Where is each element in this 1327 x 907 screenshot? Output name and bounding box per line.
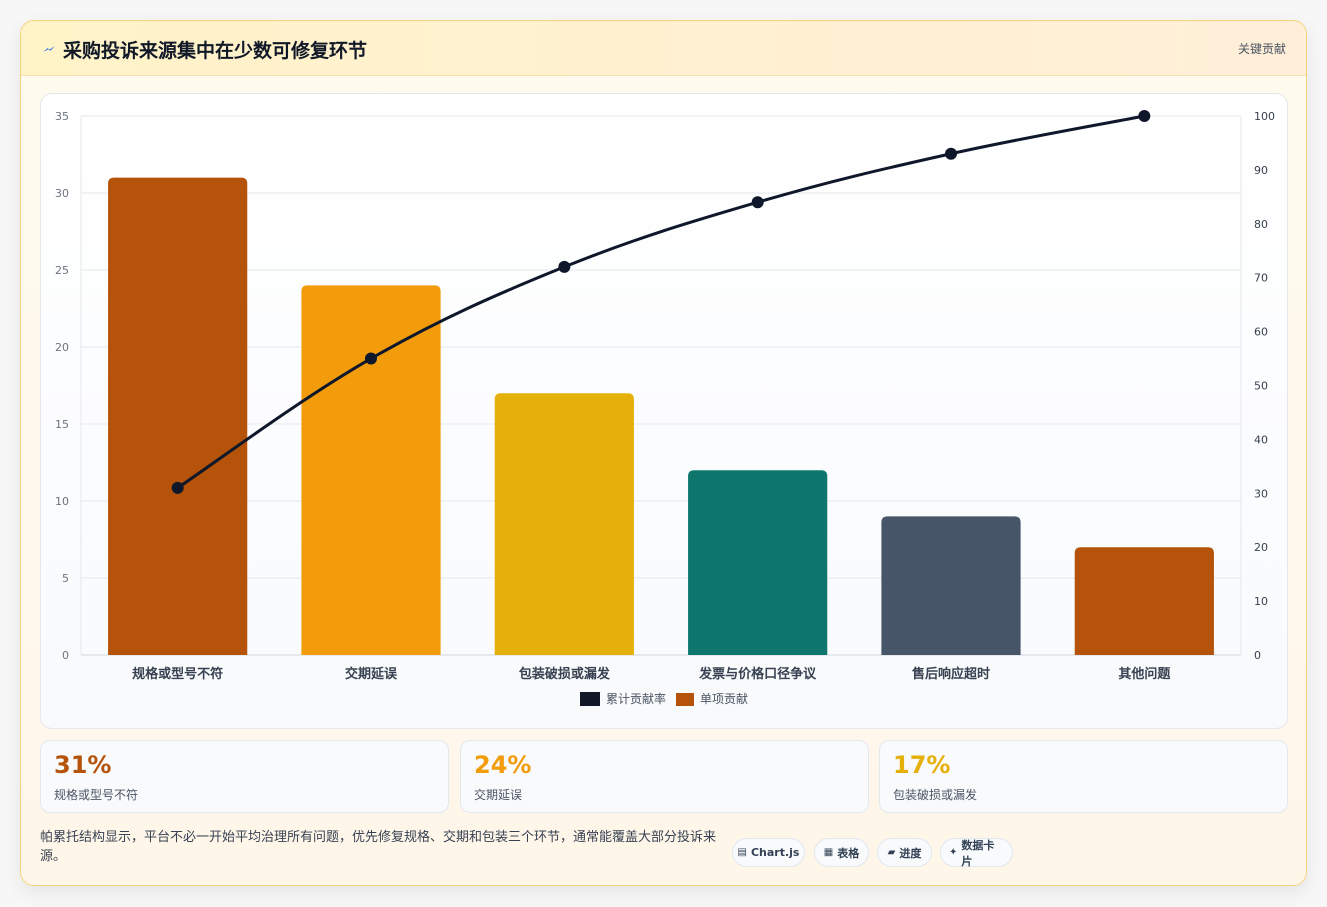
y-tick-label: 35: [55, 110, 69, 123]
bar: [108, 177, 248, 655]
header-tag: 关键贡献: [1237, 42, 1286, 56]
kpi-label: 规格或型号不符: [54, 788, 139, 802]
x-tick-label: 交期延误: [345, 666, 398, 682]
chip-progress[interactable]: ▰ 进度: [877, 838, 932, 867]
x-tick-label: 其他问题: [1118, 666, 1171, 682]
x-tick-label: 规格或型号不符: [132, 666, 223, 682]
kpi-value: 24%: [474, 751, 532, 779]
sparkle-icon: ✦: [949, 847, 958, 858]
y2-tick-label: 20: [1254, 541, 1268, 554]
cumulative-point: [945, 147, 957, 160]
chip-chartjs[interactable]: ▤ Chart.js: [732, 838, 805, 867]
bar: [881, 516, 1021, 655]
cumulative-point: [751, 196, 764, 209]
pareto-chart: 0 5 10 15 20 25 30 35 0 10 20 30 40 50 60 70 80 90 100 规格或型…: [55, 110, 1275, 706]
x-tick-label: 包装破损或漏发: [519, 666, 611, 682]
y2-tick-label: 70: [1254, 272, 1268, 285]
progress-icon: ▰: [887, 847, 896, 858]
bar: [688, 470, 828, 655]
footer-note: 帕累托结构显示，平台不必一开始平均治理所有问题，优先修复规格、交期和包装三个环节…: [40, 830, 717, 864]
y-tick-label: 0: [62, 649, 69, 662]
y2-tick-label: 40: [1254, 433, 1268, 446]
bar: [494, 393, 634, 655]
page-title: 采购投诉来源集中在少数可修复环节: [63, 40, 368, 62]
y-tick-label: 30: [55, 187, 69, 200]
legend-swatch: [580, 692, 600, 706]
y2-tick-label: 50: [1254, 380, 1268, 393]
cumulative-line: [176, 114, 1145, 490]
cumulative-point: [171, 481, 184, 494]
kpi-label: 交期延误: [474, 788, 523, 802]
cumulative-point: [1138, 110, 1151, 122]
chip-label: 进度: [899, 846, 922, 860]
legend-swatch: [676, 693, 694, 706]
kpi-value: 17%: [893, 751, 951, 779]
chip-label: 数据卡片: [961, 838, 995, 868]
bar: [1074, 547, 1214, 655]
chip-table[interactable]: ▦ 表格: [814, 838, 869, 867]
chart-panel: 0 5 10 15 20 25 30 35 0 10 20 30 40 50 60 70 80 90 100 规格或型…: [40, 93, 1288, 729]
cumulative-point: [558, 260, 571, 273]
kpi-label: 包装破损或漏发: [893, 788, 978, 802]
y2-tick-label: 10: [1254, 595, 1268, 608]
legend-label: 累计贡献率: [606, 691, 666, 706]
bar: [301, 285, 441, 655]
y-tick-label: 15: [55, 418, 69, 431]
y-tick-label: 25: [55, 264, 69, 277]
chart-card: 采购投诉来源集中在少数可修复环节 关键贡献 0 5 10 15 20 25 30 35 0 10 2…: [20, 20, 1307, 886]
kpi-card-2: 24% 交期延误: [460, 740, 869, 813]
cumulative-point: [365, 352, 377, 365]
chart-icon: ▤: [737, 847, 747, 858]
y2-tick-label: 60: [1254, 326, 1268, 339]
y-tick-label: 10: [55, 495, 69, 508]
y2-tick-label: 90: [1254, 164, 1268, 177]
y-tick-label: 5: [62, 572, 69, 585]
kpi-card-3: 17% 包装破损或漏发: [879, 740, 1288, 813]
y-tick-label: 20: [55, 341, 69, 354]
lightning-icon: [43, 46, 55, 52]
y2-tick-label: 80: [1254, 218, 1268, 231]
card-header: 采购投诉来源集中在少数可修复环节 关键贡献: [21, 21, 1306, 76]
chip-datacard[interactable]: ✦ 数据卡片: [940, 838, 1013, 868]
kpi-card-1: 31% 规格或型号不符: [40, 740, 449, 813]
x-tick-label: 售后响应超时: [912, 666, 990, 682]
legend-label: 单项贡献: [700, 691, 748, 706]
table-icon: ▦: [823, 847, 834, 858]
chip-label: Chart.js: [750, 846, 800, 859]
y2-tick-label: 100: [1254, 110, 1275, 123]
x-tick-label: 发票与价格口径争议: [698, 666, 817, 682]
chip-label: 表格: [837, 846, 860, 860]
kpi-value: 31%: [54, 751, 112, 779]
y2-tick-label: 30: [1254, 487, 1268, 500]
y2-tick-label: 0: [1254, 649, 1261, 662]
